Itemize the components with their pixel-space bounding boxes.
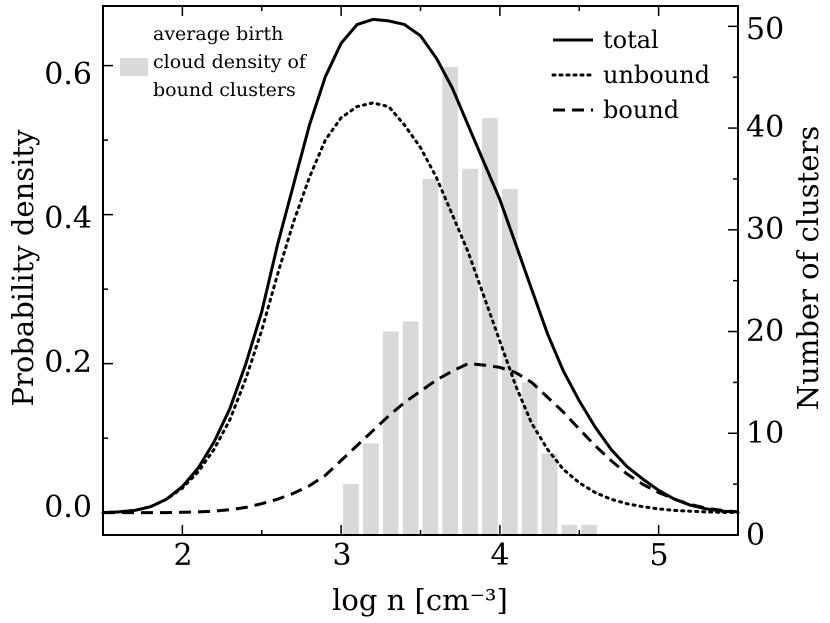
series-line-bound [103, 362, 739, 515]
y-tick-label: 0.6 [44, 57, 92, 92]
histogram-bar [541, 453, 558, 535]
histogram-bar [581, 524, 598, 535]
y-axis-title: Probability density [6, 129, 40, 407]
x-tick-labels: 2 3 4 5 [173, 538, 668, 573]
histogram-legend-label-line: cloud density of [153, 51, 308, 73]
y2-tick-label: 0 [746, 518, 765, 553]
y-tick-label: 0.2 [44, 345, 92, 380]
histogram-bar [482, 117, 498, 536]
histogram-bar [521, 382, 538, 535]
x-tick-label: 3 [332, 538, 351, 573]
histogram-legend: average birth cloud density of bound clu… [120, 23, 308, 101]
histogram-bar [363, 443, 379, 535]
histogram-legend-label-line: bound clusters [153, 79, 296, 101]
y2-tick-label: 10 [746, 416, 784, 451]
histogram-legend-swatch [120, 58, 148, 76]
y-tick-label: 0.4 [44, 201, 92, 236]
histogram-legend-label-line: average birth [153, 23, 283, 45]
histogram-bar [382, 331, 399, 535]
histogram-bar [402, 321, 419, 535]
histogram-bar [561, 524, 578, 535]
histogram-bar [422, 178, 439, 535]
x-tick-label: 5 [649, 538, 668, 573]
y2-tick-labels: 0 10 20 30 40 50 [746, 12, 784, 553]
series-lines [101, 17, 740, 515]
y-tick-labels: 0.0 0.2 0.4 0.6 [44, 57, 92, 525]
series-line-unbound [101, 101, 740, 515]
y-tick-label: 0.0 [44, 490, 92, 525]
legend-label-total: total [603, 26, 659, 54]
x-tick-label: 2 [173, 538, 192, 573]
histogram-bar [442, 67, 459, 535]
y2-tick-label: 30 [746, 212, 784, 247]
histogram-bar [501, 189, 518, 535]
legend: total unbound bound [551, 26, 710, 124]
axis-ticks [102, 6, 739, 536]
legend-label-unbound: unbound [603, 61, 710, 89]
legend-label-bound: bound [603, 96, 679, 124]
y2-tick-label: 20 [746, 314, 784, 349]
y2-tick-label: 40 [746, 110, 784, 145]
histogram-bar [462, 168, 478, 536]
series-line-total [102, 17, 739, 515]
histogram-bars [343, 67, 598, 536]
histogram-bar [343, 484, 359, 535]
y2-tick-label: 50 [746, 12, 784, 47]
x-tick-label: 4 [490, 538, 509, 573]
x-axis-title: log n [cm⁻³] [332, 583, 508, 617]
y2-axis-title: Number of clusters [791, 126, 825, 410]
